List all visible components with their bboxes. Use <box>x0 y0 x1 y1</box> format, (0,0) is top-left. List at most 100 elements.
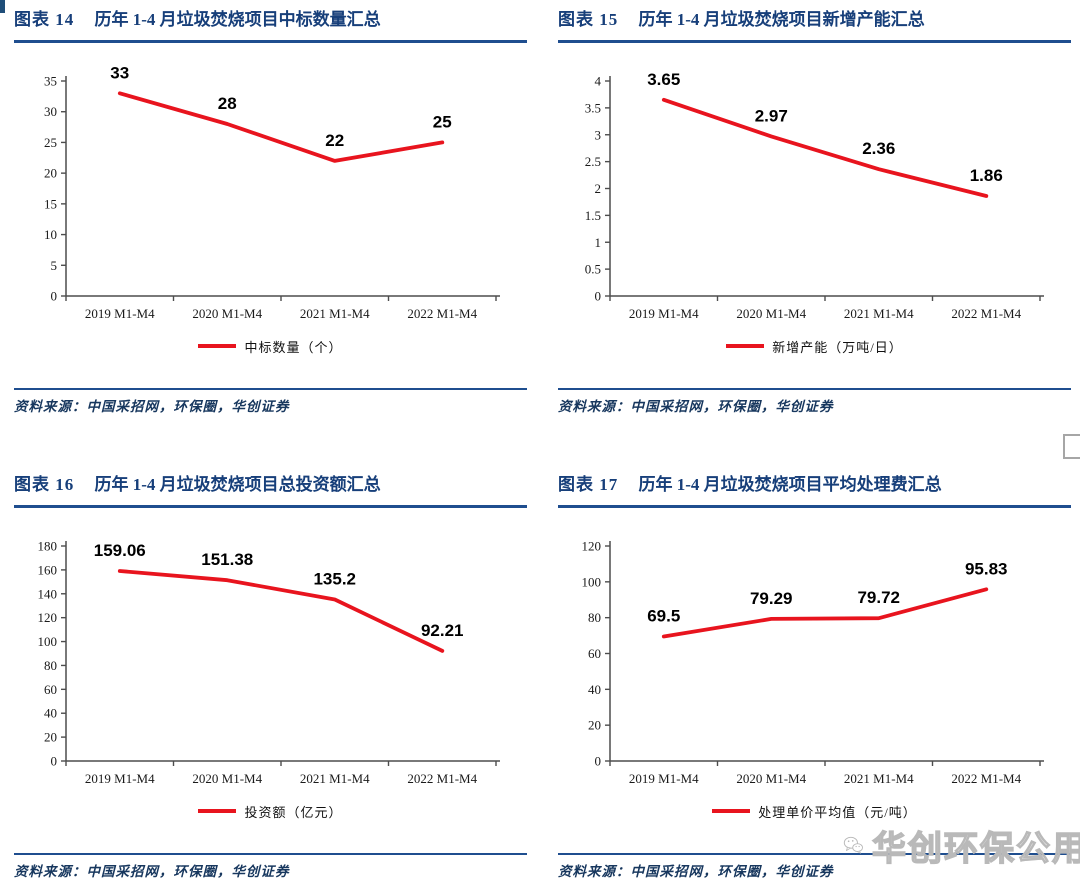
y-tick-label: 15 <box>44 196 57 211</box>
figure-17-block: 图表 17 历年 1-4 月垃圾焚烧项目平均处理费汇总 0 20 40 60 80 100… <box>558 473 1071 885</box>
x-category-label: 2020 M1-M4 <box>192 771 262 786</box>
series-line <box>117 569 445 653</box>
figure-16-plot: 0 20 40 60 80 100 120 140 160 180 2019 M1-M4 2020 M… <box>38 539 500 786</box>
y-tick-label: 0 <box>51 754 58 769</box>
legend-line-swatch <box>726 344 765 348</box>
title-rule <box>14 505 527 508</box>
data-point-label: 135.2 <box>313 570 356 589</box>
figure-16-label: 图表 16 <box>14 475 75 494</box>
figure-17-label: 图表 17 <box>558 475 619 494</box>
y-tick-label: 0 <box>595 754 602 769</box>
title-rule <box>558 505 1071 508</box>
source-rule <box>14 853 527 855</box>
y-tick-label: 1 <box>595 235 602 250</box>
y-tick-label: 0 <box>595 289 602 304</box>
figure-17-title: 图表 17 历年 1-4 月垃圾焚烧项目平均处理费汇总 <box>558 473 1071 497</box>
data-point-label: 79.72 <box>857 588 900 607</box>
source-rule <box>558 388 1071 390</box>
figure-15-source: 资料来源：中国采招网，环保圈，华创证券 <box>558 399 834 414</box>
clipped-rectangle-icon <box>1063 434 1080 459</box>
data-point-label: 33 <box>110 63 129 82</box>
x-category-label: 2022 M1-M4 <box>407 306 477 321</box>
figure-14-title-text: 历年 1-4 月垃圾焚烧项目中标数量汇总 <box>94 10 381 29</box>
x-category-label: 2022 M1-M4 <box>407 771 477 786</box>
figure-15-title: 图表 15 历年 1-4 月垃圾焚烧项目新增产能汇总 <box>558 8 1071 32</box>
legend-label: 中标数量（个） <box>244 339 343 355</box>
legend-line-swatch <box>712 809 751 813</box>
x-category-label: 2021 M1-M4 <box>300 306 370 321</box>
legend-label: 投资额（亿元） <box>244 804 343 820</box>
y-tick-label: 120 <box>582 539 602 554</box>
legend-label: 处理单价平均值（元/吨） <box>758 804 917 820</box>
x-category-label: 2020 M1-M4 <box>736 306 806 321</box>
source-rule <box>558 853 1071 855</box>
y-tick-label: 140 <box>38 586 58 601</box>
figure-16-legend: 投资额（亿元） <box>14 801 527 821</box>
x-category-label: 2020 M1-M4 <box>192 306 262 321</box>
y-tick-label: 40 <box>588 682 601 697</box>
figure-14-title: 图表 14 历年 1-4 月垃圾焚烧项目中标数量汇总 <box>14 8 527 32</box>
y-tick-label: 25 <box>44 135 57 150</box>
title-rule <box>558 40 1071 43</box>
title-rule <box>14 40 527 43</box>
x-category-label: 2019 M1-M4 <box>85 771 155 786</box>
y-tick-label: 30 <box>44 104 57 119</box>
y-tick-label: 10 <box>44 227 57 242</box>
figure-16-title-text: 历年 1-4 月垃圾焚烧项目总投资额汇总 <box>94 475 381 494</box>
y-tick-label: 3.5 <box>585 100 601 115</box>
figure-15-legend: 新增产能（万吨/日） <box>558 336 1071 356</box>
x-category-label: 2019 M1-M4 <box>629 306 699 321</box>
y-tick-label: 80 <box>588 610 601 625</box>
data-point-label: 159.06 <box>94 541 146 560</box>
y-tick-label: 2.5 <box>585 154 601 169</box>
x-category-label: 2019 M1-M4 <box>629 771 699 786</box>
page-edge-mark <box>0 0 5 13</box>
figure-17-title-text: 历年 1-4 月垃圾焚烧项目平均处理费汇总 <box>638 475 942 494</box>
y-tick-label: 180 <box>38 539 58 554</box>
legend-line-swatch <box>198 809 237 813</box>
x-category-label: 2021 M1-M4 <box>300 771 370 786</box>
y-tick-label: 20 <box>44 166 57 181</box>
series-line <box>661 587 989 639</box>
figure-14-block: 图表 14 历年 1-4 月垃圾焚烧项目中标数量汇总 0 5 10 15 20 25 30 3… <box>14 8 527 420</box>
data-point-label: 151.38 <box>201 550 253 569</box>
data-point-label: 79.29 <box>750 589 793 608</box>
figure-17-legend: 处理单价平均值（元/吨） <box>558 801 1071 821</box>
figure-14-source: 资料来源：中国采招网，环保圈，华创证券 <box>14 399 290 414</box>
y-tick-label: 5 <box>51 258 58 273</box>
y-tick-label: 20 <box>44 730 57 745</box>
y-tick-label: 100 <box>582 574 602 589</box>
y-tick-label: 1.5 <box>585 208 601 223</box>
series-line <box>661 97 989 198</box>
data-point-label: 3.65 <box>647 70 680 89</box>
data-point-label: 2.36 <box>862 139 895 158</box>
legend-line-swatch <box>198 344 237 348</box>
y-tick-label: 35 <box>44 74 57 89</box>
figure-16-block: 图表 16 历年 1-4 月垃圾焚烧项目总投资额汇总 0 20 40 60 80 100 1… <box>14 473 527 885</box>
figure-16-source: 资料来源：中国采招网，环保圈，华创证券 <box>14 864 290 879</box>
x-category-label: 2019 M1-M4 <box>85 306 155 321</box>
y-tick-label: 160 <box>38 562 58 577</box>
data-point-label: 2.97 <box>755 106 788 125</box>
y-tick-label: 60 <box>588 646 601 661</box>
figure-15-block: 图表 15 历年 1-4 月垃圾焚烧项目新增产能汇总 0 0.5 1 1.5 2 2.5 3… <box>558 8 1071 420</box>
y-tick-label: 3 <box>595 127 602 142</box>
y-tick-label: 20 <box>588 718 601 733</box>
y-tick-label: 0 <box>51 289 58 304</box>
figure-15-label: 图表 15 <box>558 10 619 29</box>
figure-15-plot: 0 0.5 1 1.5 2 2.5 3 3.5 4 2019 M1-M4 2020 M1-M4 202… <box>585 70 1044 321</box>
y-tick-label: 2 <box>595 181 602 196</box>
x-category-label: 2021 M1-M4 <box>844 771 914 786</box>
x-category-label: 2022 M1-M4 <box>951 771 1021 786</box>
figure-15-title-text: 历年 1-4 月垃圾焚烧项目新增产能汇总 <box>638 10 925 29</box>
x-category-label: 2021 M1-M4 <box>844 306 914 321</box>
figure-14-legend: 中标数量（个） <box>14 336 527 356</box>
series-line <box>117 91 445 163</box>
figure-14-plot: 0 5 10 15 20 25 30 35 2019 M1-M4 2020 M1-M4 2021 M… <box>44 63 500 321</box>
y-tick-label: 60 <box>44 682 57 697</box>
figure-16-title: 图表 16 历年 1-4 月垃圾焚烧项目总投资额汇总 <box>14 473 527 497</box>
data-point-label: 28 <box>218 94 237 113</box>
x-category-label: 2020 M1-M4 <box>736 771 806 786</box>
figure-17-plot: 0 20 40 60 80 100 120 2019 M1-M4 2020 M1-M4 2021 … <box>582 539 1044 786</box>
data-point-label: 95.83 <box>965 559 1008 578</box>
